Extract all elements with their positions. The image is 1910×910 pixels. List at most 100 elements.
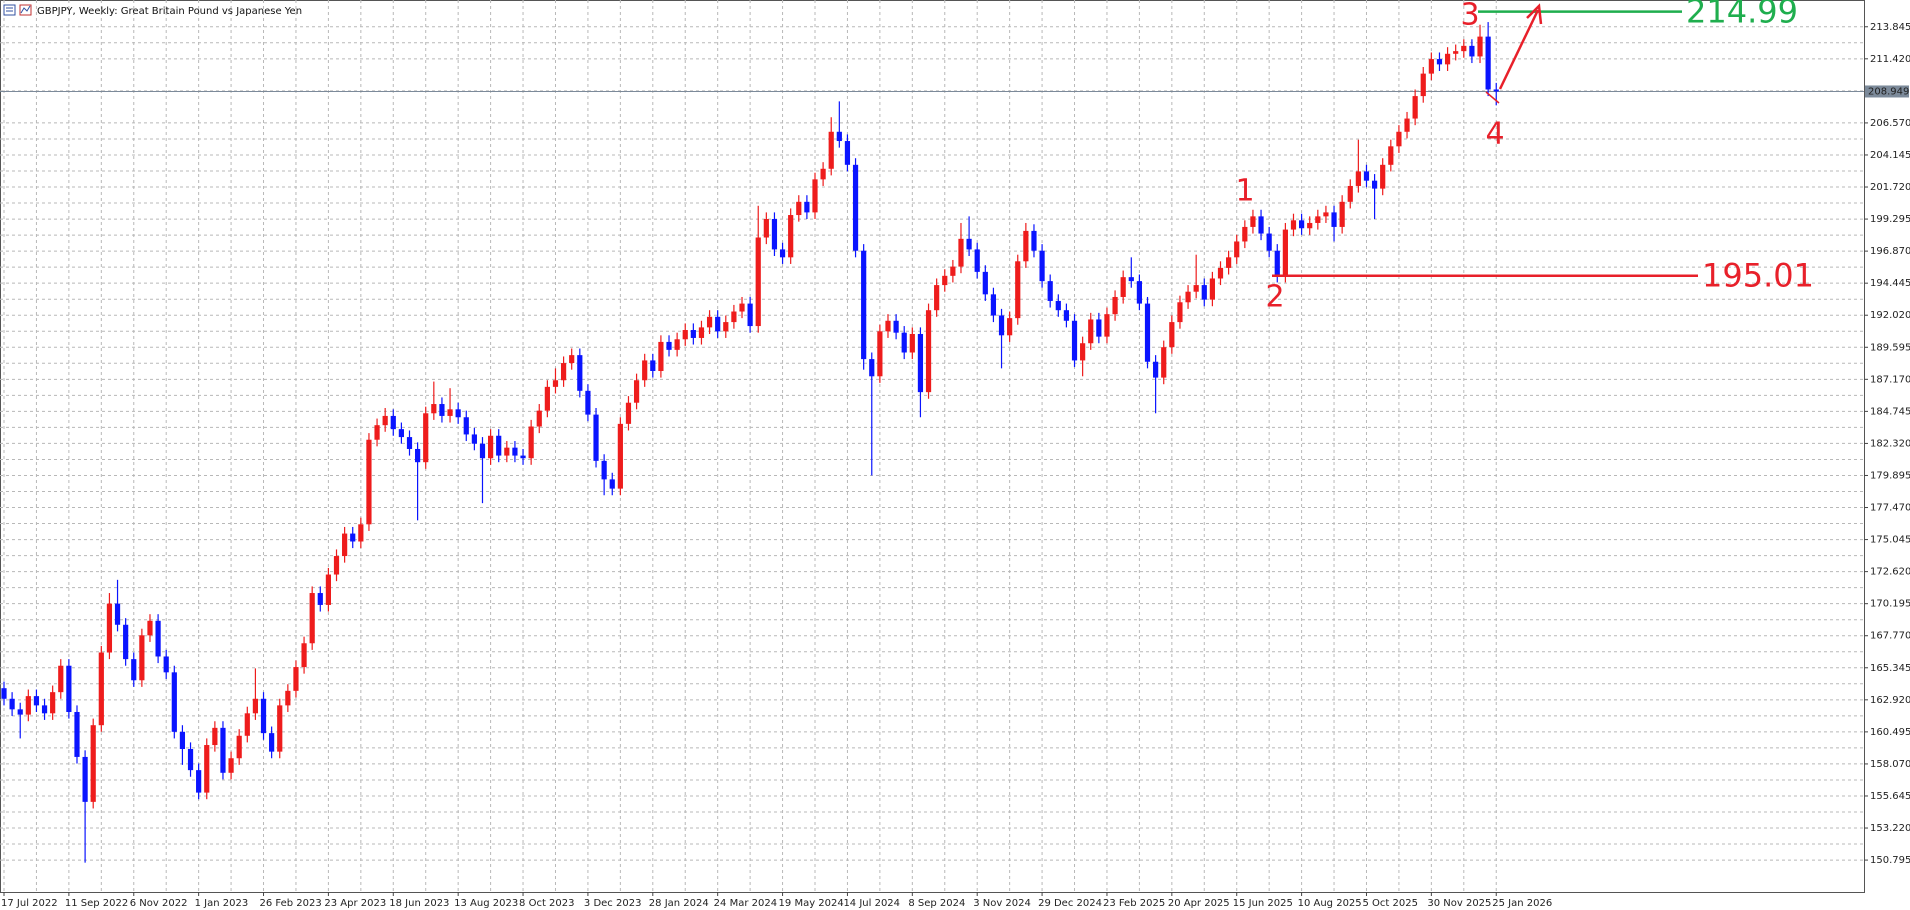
x-tick-label: 8 Oct 2023 (519, 898, 574, 909)
candle-body (763, 219, 769, 238)
candle-body (593, 414, 599, 461)
y-tick-label: 206.570 (1870, 118, 1910, 129)
candle-body (98, 652, 104, 726)
y-tick-label: 153.220 (1870, 823, 1910, 834)
candle-body (625, 402, 632, 424)
x-tick-label: 18 Jun 2023 (389, 898, 449, 909)
candle-body (1371, 180, 1378, 189)
candle-body (431, 404, 437, 414)
candle-body (9, 698, 15, 710)
candle-body (731, 311, 737, 323)
candle-body (544, 386, 550, 411)
candle-body (1063, 310, 1070, 321)
candle-body (1315, 216, 1321, 223)
candle-body (942, 275, 948, 286)
x-tick-label: 30 Nov 2025 (1427, 898, 1491, 909)
candle-body (1331, 212, 1337, 227)
candle-body (179, 731, 186, 749)
x-tick-label: 14 Jul 2024 (843, 898, 900, 909)
candle-body (293, 667, 299, 691)
candle-body (512, 447, 518, 456)
candle-body (82, 756, 88, 802)
candle-body (723, 322, 729, 332)
icon (20, 5, 31, 14)
candle-body (1250, 216, 1256, 227)
y-tick-label: 182.320 (1870, 438, 1910, 449)
candle-body (163, 656, 169, 673)
candle-body (836, 131, 842, 142)
candle-body (333, 556, 340, 575)
candle-body (950, 266, 956, 276)
candle-body (520, 455, 526, 459)
candle-body (1055, 300, 1061, 311)
plot-frame (0, 0, 1865, 893)
x-tick-label: 5 Oct 2025 (1362, 898, 1417, 909)
candle-body (1412, 96, 1418, 119)
candle-body (1299, 220, 1305, 229)
y-tick-label: 165.345 (1870, 663, 1910, 674)
y-tick-label: 199.295 (1870, 214, 1910, 225)
candle-body (1363, 171, 1370, 181)
candle-body (1444, 53, 1451, 65)
candle-body (187, 748, 194, 771)
candle-body (285, 690, 291, 706)
candle-body (123, 624, 129, 660)
candle-body (633, 380, 640, 403)
candle-body (1380, 164, 1386, 189)
candle-body (374, 425, 380, 440)
candle-body (1185, 291, 1191, 303)
candle-body (577, 355, 583, 391)
candle-body (17, 709, 23, 715)
x-tick-label: 11 Sep 2022 (65, 898, 128, 909)
candle-body (609, 479, 615, 489)
y-tick-label: 201.720 (1870, 182, 1910, 193)
candle-body (779, 249, 786, 258)
wave-label: 4 (1485, 117, 1504, 152)
candle-body (1161, 347, 1167, 378)
candle-body (560, 363, 567, 381)
candle-body (1193, 285, 1199, 292)
candle-body (1153, 361, 1159, 378)
candle-body (1120, 277, 1126, 297)
last-price-label: 208.949 (1868, 86, 1909, 97)
x-tick-label: 19 May 2024 (779, 898, 844, 909)
icon (3, 4, 16, 16)
candle-body (1347, 185, 1353, 202)
last-price-tag (1865, 85, 1909, 98)
y-tick-label: 184.745 (1870, 406, 1910, 417)
candle-body (1404, 118, 1410, 132)
wave-label: 2 (1265, 280, 1284, 315)
candle-body (196, 770, 202, 793)
candle-body (447, 409, 453, 416)
candle-body (171, 672, 177, 732)
candle-body (852, 164, 859, 251)
candle-body (1477, 36, 1483, 57)
candle-body (739, 303, 745, 312)
x-tick-label: 24 Mar 2024 (714, 898, 777, 909)
candle-body (1461, 45, 1467, 52)
y-tick-label: 192.020 (1870, 310, 1910, 321)
candle-body (1080, 343, 1086, 361)
candle-body (439, 404, 445, 416)
y-tick-label: 187.170 (1870, 374, 1910, 385)
candle-body (552, 380, 559, 387)
x-tick-label: 13 Aug 2023 (454, 898, 518, 909)
candle-body (114, 603, 121, 625)
arrow-head (1526, 3, 1543, 25)
candle-body (1274, 250, 1280, 276)
level-label: 214.99 (1686, 0, 1798, 31)
candle-body (1339, 201, 1345, 227)
y-tick-label: 194.445 (1870, 278, 1910, 289)
y-tick-label: 177.470 (1870, 503, 1910, 514)
candle-body (909, 333, 915, 353)
candle-body (966, 238, 972, 250)
candle-body (828, 131, 834, 169)
x-tick-label: 23 Apr 2023 (324, 898, 386, 909)
candle-body (974, 249, 980, 272)
y-tick-label: 196.870 (1870, 246, 1910, 257)
candle-body (317, 593, 323, 605)
candle-body (1226, 257, 1232, 268)
y-tick-label: 170.195 (1870, 599, 1910, 610)
candle-body (496, 435, 502, 456)
candle-body (139, 635, 145, 681)
